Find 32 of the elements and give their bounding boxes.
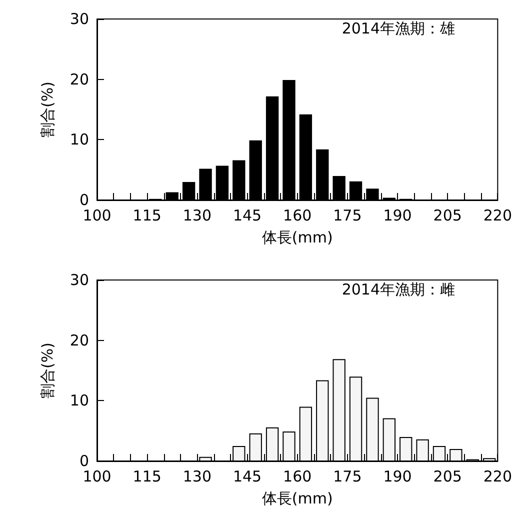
x-tick-label: 175 xyxy=(333,206,362,224)
x-tick-label: 205 xyxy=(433,468,462,486)
chart-title: 2014年漁期：雄 xyxy=(342,20,456,38)
x-tick-label: 115 xyxy=(132,468,162,486)
y-axis-title: 割合(%) xyxy=(38,342,56,398)
x-axis-title: 体長(mm) xyxy=(262,490,333,508)
y-tick-label: 0 xyxy=(79,452,89,470)
y-tick-label: 30 xyxy=(70,10,89,28)
x-tick-label: 100 xyxy=(82,206,112,224)
y-axis-title: 割合(%) xyxy=(38,82,56,138)
y-tick-label: 20 xyxy=(70,331,89,350)
x-tick-label: 160 xyxy=(283,468,312,486)
y-tick-label: 10 xyxy=(70,392,89,410)
x-tick-label: 130 xyxy=(182,206,212,224)
x-axis-title: 体長(mm) xyxy=(262,228,333,246)
y-tick-label: 0 xyxy=(79,191,89,209)
x-tick-label: 130 xyxy=(182,468,212,486)
x-tick-label: 145 xyxy=(232,468,262,486)
x-tick-label: 175 xyxy=(333,468,362,486)
x-tick-label: 205 xyxy=(433,206,462,224)
x-tick-label: 190 xyxy=(383,206,412,224)
y-tick-label: 30 xyxy=(70,271,89,289)
x-tick-label: 220 xyxy=(483,468,512,486)
x-tick-label: 190 xyxy=(383,468,412,486)
x-tick-label: 100 xyxy=(82,468,112,486)
x-tick-label: 220 xyxy=(483,206,512,224)
x-tick-label: 160 xyxy=(283,206,312,224)
chart-title: 2014年漁期：雌 xyxy=(342,280,456,298)
y-tick-label: 10 xyxy=(70,130,89,149)
x-tick-label: 145 xyxy=(232,206,262,224)
y-tick-label: 20 xyxy=(70,70,89,88)
x-tick-label: 115 xyxy=(132,206,162,224)
